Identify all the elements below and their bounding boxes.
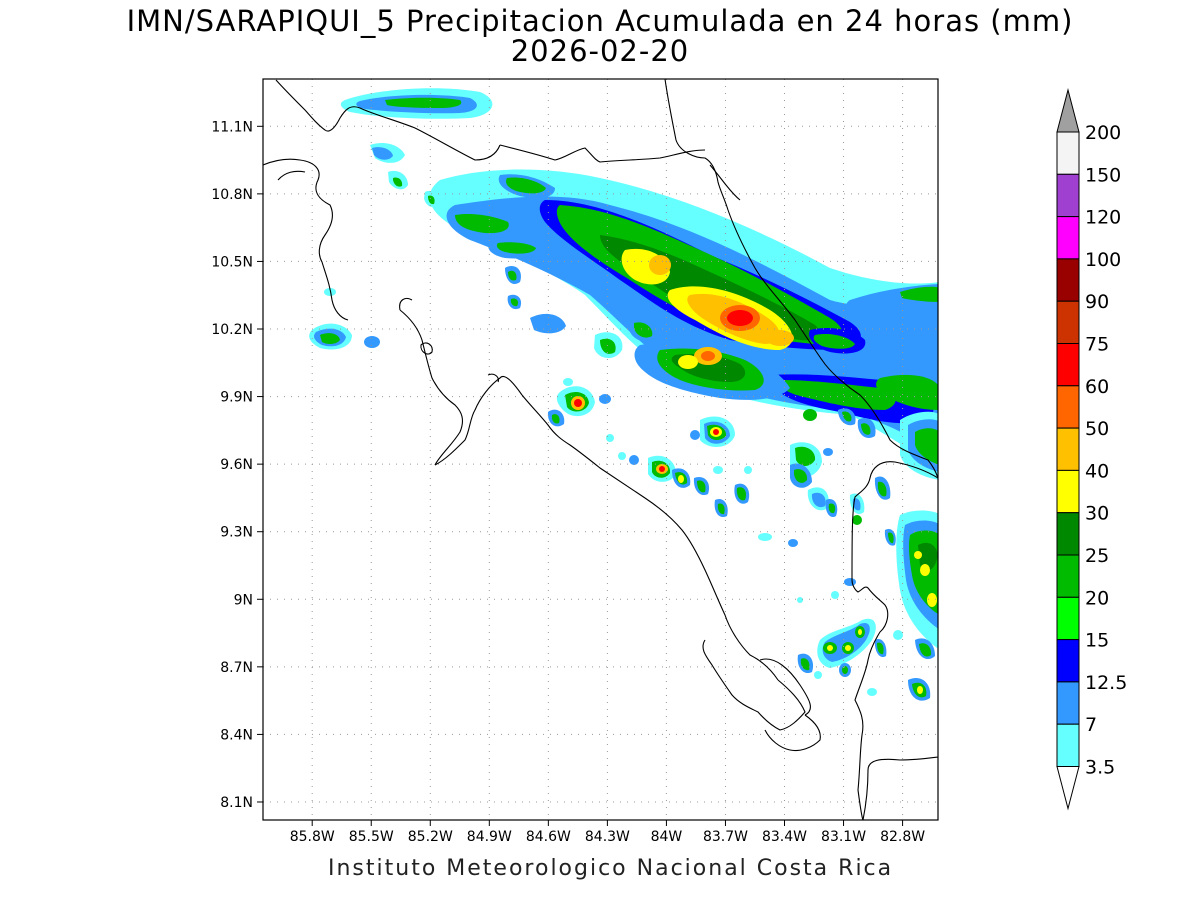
- legend-swatch-50-60: [1056, 385, 1080, 429]
- lat-tick-label: 8.4N: [220, 727, 253, 743]
- legend-swatch-90-100: [1056, 258, 1080, 302]
- lat-tick-label: 10.2N: [211, 322, 253, 338]
- legend-swatch-15-20: [1056, 596, 1080, 641]
- legend-swatch-12.5-15: [1056, 639, 1080, 683]
- lon-tick-label: 82.8W: [880, 829, 925, 845]
- legend-swatch-100-120: [1056, 216, 1080, 260]
- precipitation-legend: 200 150 120 100 90 75 60 50 40 30 25 20 15 12.5 7 3.5: [1056, 88, 1127, 811]
- legend-label: 200: [1085, 122, 1121, 144]
- legend-label: 60: [1085, 376, 1109, 398]
- lat-tick-label: 10.8N: [211, 187, 253, 203]
- legend-swatch-20-25: [1056, 554, 1080, 598]
- legend-swatch-under-3.5: [1056, 766, 1080, 811]
- legend-label: 40: [1085, 460, 1109, 482]
- legend-swatch-over-200: [1056, 88, 1080, 133]
- lon-tick-label: 83.4W: [762, 829, 807, 845]
- scattered-cells: [309, 265, 938, 701]
- legend-swatch-3.5-7: [1056, 723, 1080, 768]
- legend-label: 25: [1085, 545, 1109, 567]
- lon-tick-label: 84.6W: [526, 829, 571, 845]
- lat-tick-label: 10.5N: [211, 254, 253, 270]
- main-rain-band: [429, 169, 938, 469]
- legend-label: 3.5: [1085, 757, 1115, 779]
- legend-swatch-40-50: [1056, 427, 1080, 471]
- legend-label: 90: [1085, 291, 1109, 313]
- lat-tick-label: 9.3N: [220, 525, 253, 541]
- legend-swatch-25-30: [1056, 512, 1080, 556]
- footer-credit: Instituto Meteorologico Nacional Costa R…: [328, 856, 894, 881]
- longitude-axis: 85.8W 85.5W 85.2W 84.9W 84.6W 84.3W 84W 83.7W 83…: [290, 820, 925, 845]
- lon-tick-label: 84.3W: [585, 829, 630, 845]
- lon-tick-label: 85.2W: [408, 829, 453, 845]
- coastlines: [263, 79, 938, 820]
- lon-tick-label: 84W: [651, 829, 683, 845]
- legend-label: 12.5: [1085, 672, 1127, 694]
- legend-label: 100: [1085, 249, 1121, 271]
- lon-tick-label: 85.8W: [290, 829, 335, 845]
- lat-tick-label: 9.9N: [220, 390, 253, 406]
- legend-swatch-150-200: [1056, 131, 1080, 175]
- lat-tick-label: 9N: [234, 592, 253, 608]
- lat-tick-label: 8.1N: [220, 795, 253, 811]
- legend-label: 15: [1085, 630, 1109, 652]
- legend-label: 75: [1085, 334, 1109, 356]
- legend-label: 7: [1085, 714, 1097, 736]
- north-tip-rain: [340, 88, 493, 208]
- legend-swatch-60-75: [1056, 343, 1080, 387]
- legend-swatch-7-12.5: [1056, 681, 1080, 725]
- legend-label: 120: [1085, 207, 1121, 229]
- lat-tick-label: 9.6N: [220, 457, 253, 473]
- legend-label: 30: [1085, 503, 1109, 525]
- latitude-axis: 11.1N 10.8N 10.5N 10.2N 9.9N 9.6N 9.3N 9N 8.7N 8.…: [211, 119, 263, 811]
- lon-tick-label: 83.7W: [703, 829, 748, 845]
- legend-label: 150: [1085, 164, 1121, 186]
- map-title: IMN/SARAPIQUI_5 Precipitacion Acumulada …: [126, 4, 1074, 38]
- grid-lines: [263, 79, 938, 820]
- legend-swatch-120-150: [1056, 173, 1080, 218]
- legend-label: 20: [1085, 587, 1109, 609]
- lat-tick-label: 8.7N: [220, 660, 253, 676]
- lat-tick-label: 11.1N: [211, 119, 253, 135]
- legend-swatch-75-90: [1056, 300, 1080, 345]
- legend-swatch-30-40: [1056, 469, 1080, 514]
- lon-tick-label: 84.9W: [467, 829, 512, 845]
- map-date: 2026-02-20: [510, 34, 690, 68]
- legend-label: 50: [1085, 418, 1109, 440]
- precipitation-fields: [309, 88, 938, 701]
- plot-frame: [262, 78, 939, 821]
- lon-tick-label: 85.5W: [349, 829, 394, 845]
- lon-tick-label: 83.1W: [821, 829, 866, 845]
